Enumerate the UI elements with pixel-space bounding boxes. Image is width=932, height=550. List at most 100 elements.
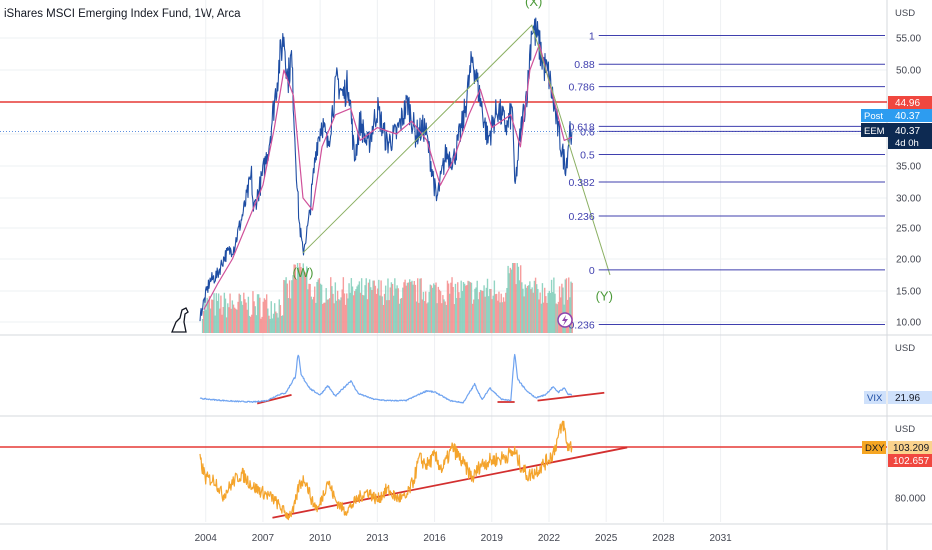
volume-bar <box>525 287 528 333</box>
volume-bar <box>384 285 387 333</box>
volume-bar <box>423 301 426 333</box>
volume-bar <box>203 310 205 333</box>
volume-bar <box>240 301 243 333</box>
volume-bar <box>400 297 403 333</box>
volume-bar <box>530 289 532 333</box>
dxy-badge-label-text: DXY <box>865 443 885 454</box>
volume-bar <box>491 299 493 333</box>
volume-bar <box>441 303 443 333</box>
volume-bar <box>438 289 441 333</box>
volume-bar <box>521 282 523 333</box>
volume-bar <box>319 283 322 333</box>
volume-bar <box>498 291 500 333</box>
volume-bar <box>477 299 480 333</box>
volume-bar <box>507 265 509 333</box>
volume-bar <box>505 292 507 333</box>
volume-bar <box>312 296 315 333</box>
symbol-badge-value-text: 40.37 <box>895 126 920 137</box>
volume-bar <box>262 301 264 333</box>
volume-bar <box>541 283 544 333</box>
volume-bar <box>419 278 421 333</box>
volume-bar <box>286 283 288 333</box>
volume-bar <box>483 285 485 333</box>
volume-bar <box>217 293 220 333</box>
volume-bar <box>373 280 375 333</box>
volume-bar <box>537 289 539 333</box>
volume-bar <box>490 289 492 333</box>
volume-bar <box>529 281 531 333</box>
volume-bar <box>252 291 254 333</box>
volume-bar <box>420 278 422 333</box>
volume-bar <box>359 292 362 333</box>
volume-bar <box>254 306 256 333</box>
vix-trendline[interactable] <box>256 394 292 405</box>
volume-bar <box>215 293 218 333</box>
volume-bar <box>449 293 451 333</box>
dxy-axis-tick: 80.000 <box>895 494 926 505</box>
volume-bar <box>516 263 518 333</box>
dxy-badge-label <box>862 441 886 454</box>
volume-bar <box>486 278 489 333</box>
volume-bar <box>538 299 540 333</box>
dxy-trendline[interactable] <box>272 446 628 519</box>
volume-bar <box>531 287 533 333</box>
volume-bar <box>219 308 221 333</box>
volume-bar <box>246 309 248 333</box>
volume-bar <box>248 315 251 333</box>
symbol-badge-label-text: EEM <box>864 126 885 137</box>
volume-bar <box>375 293 378 333</box>
volume-bar <box>333 303 335 333</box>
volume-bar <box>338 299 340 333</box>
volume-bar <box>302 263 304 333</box>
volume-bar <box>285 277 287 333</box>
volume-bar <box>322 303 324 333</box>
fib-level-label: 0.618 <box>568 121 594 133</box>
volume-bar <box>466 285 468 333</box>
volume-bar <box>287 298 290 333</box>
time-axis-tick: 2028 <box>652 533 675 544</box>
volume-bar <box>269 318 271 333</box>
volume-bar <box>221 314 223 333</box>
volume-bar <box>381 296 383 333</box>
vix-trendline[interactable] <box>537 391 605 402</box>
volume-bar <box>253 301 255 333</box>
volume-bar <box>411 280 413 333</box>
volume-bar <box>272 313 275 333</box>
vix-axis-unit: USD <box>895 343 915 354</box>
time-axis-tick: 2031 <box>709 533 732 544</box>
volume-bar <box>310 296 313 333</box>
volume-bar <box>561 283 563 333</box>
volume-bar <box>277 317 279 333</box>
volume-bar <box>303 271 306 333</box>
volume-bar <box>510 269 513 333</box>
volume-bar <box>397 288 399 333</box>
volume-bar <box>233 307 236 333</box>
volume-bar <box>327 299 330 333</box>
volume-bar <box>360 278 363 333</box>
vix-badge-value <box>888 391 932 404</box>
volume-bar <box>396 285 398 333</box>
volume-bar <box>434 285 436 333</box>
volume-bar <box>292 275 294 333</box>
volume-bar <box>238 293 240 333</box>
volume-bar <box>207 299 210 333</box>
volume-bar <box>467 280 469 333</box>
price-axis-tick: 30.00 <box>896 194 921 205</box>
volume-bar <box>350 278 353 333</box>
volume-bar <box>247 296 250 333</box>
dxy-series-line <box>199 420 573 521</box>
volume-bar <box>471 303 474 333</box>
volume-bar <box>357 284 359 333</box>
volume-bar <box>459 297 461 333</box>
volume-bar <box>555 303 557 333</box>
volume-bar <box>519 265 522 333</box>
volume-bar <box>413 280 415 333</box>
volume-bar <box>295 279 298 333</box>
volume-bar <box>349 292 351 333</box>
volume-bar <box>235 308 237 333</box>
volume-bar <box>300 266 302 333</box>
volume-bar <box>279 305 282 333</box>
volume-bar <box>402 287 404 333</box>
volume-bar <box>533 280 536 333</box>
